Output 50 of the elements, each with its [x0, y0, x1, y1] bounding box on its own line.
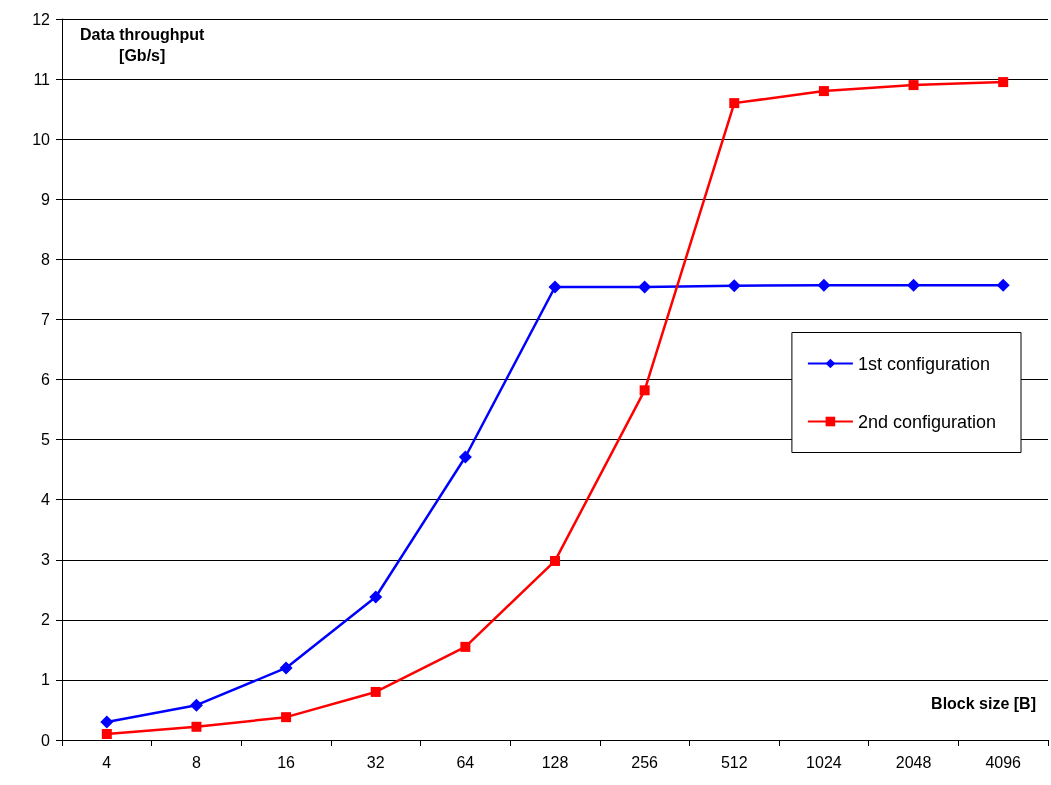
x-tick-label: 2048 — [895, 753, 932, 771]
x-tick-label: 4096 — [985, 753, 1022, 771]
y-tick-label: 9 — [41, 190, 51, 208]
point — [548, 280, 562, 294]
point — [550, 555, 560, 566]
point — [369, 590, 383, 604]
point — [279, 661, 293, 675]
point — [817, 278, 831, 292]
y-tick-label: 4 — [41, 491, 51, 509]
point — [100, 715, 114, 729]
point — [101, 728, 112, 739]
x-tick-label: 32 — [366, 753, 385, 771]
y-tick-label: 5 — [41, 431, 51, 449]
y-axis-title: Data throughput [Gb/s] — [80, 26, 206, 64]
point — [370, 686, 381, 697]
point — [191, 721, 202, 732]
y-tick-label: 3 — [41, 551, 51, 569]
legend-label: 2nd configuration — [857, 411, 997, 432]
point — [638, 280, 652, 294]
point — [727, 279, 741, 293]
point — [458, 450, 472, 464]
y-tick-label: 0 — [41, 731, 51, 749]
point — [729, 98, 740, 109]
y-tick-label: 11 — [33, 70, 51, 88]
y-tick-label: 10 — [32, 130, 51, 148]
y-tick-label: 1 — [41, 671, 51, 689]
point — [639, 385, 650, 396]
point — [281, 712, 292, 723]
point — [818, 86, 829, 97]
x-tick-label: 4 — [102, 753, 112, 771]
y-tick-label: 7 — [41, 310, 51, 328]
x-tick-label: 128 — [541, 753, 569, 771]
x-tick-label: 512 — [720, 753, 748, 771]
x-tick-label: 64 — [456, 753, 475, 771]
point — [907, 278, 921, 292]
point — [998, 77, 1009, 88]
x-tick-label: 16 — [277, 753, 296, 771]
point — [460, 641, 471, 652]
legend-label: 1st configuration — [857, 353, 990, 374]
point — [908, 80, 919, 91]
x-tick-label: 1024 — [806, 753, 842, 771]
y-tick-label: 12 — [32, 10, 51, 28]
y-tick-label: 8 — [41, 250, 51, 268]
point — [996, 278, 1010, 292]
x-tick-label: 8 — [192, 753, 201, 771]
y-tick-label: 6 — [41, 371, 51, 388]
x-tick-label: 256 — [631, 753, 659, 771]
point — [189, 698, 203, 712]
x-axis-title: Block size [B] — [931, 694, 1037, 712]
y-tick-label: 2 — [41, 611, 51, 629]
